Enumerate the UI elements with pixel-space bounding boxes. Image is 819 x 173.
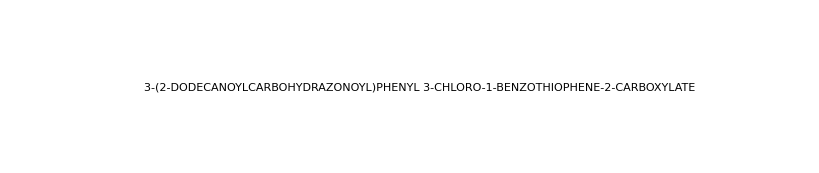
Text: 3-(2-DODECANOYLCARBOHYDRAZONOYL)PHENYL 3-CHLORO-1-BENZOTHIOPHENE-2-CARBOXYLATE: 3-(2-DODECANOYLCARBOHYDRAZONOYL)PHENYL 3… bbox=[144, 82, 695, 92]
